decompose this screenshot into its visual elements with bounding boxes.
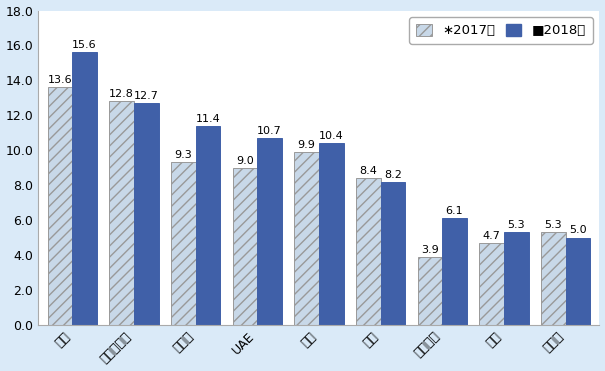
Text: 9.0: 9.0 — [236, 155, 253, 165]
Bar — [294, 152, 319, 325]
Text: 15.6: 15.6 — [72, 40, 97, 50]
Bar — [381, 182, 405, 325]
Text: 10.4: 10.4 — [319, 131, 344, 141]
Bar — [566, 237, 590, 325]
Text: 6.1: 6.1 — [446, 206, 463, 216]
Bar — [257, 138, 282, 325]
Text: 10.7: 10.7 — [257, 126, 282, 136]
Bar — [319, 143, 344, 325]
Text: 8.4: 8.4 — [359, 166, 377, 176]
Text: 9.9: 9.9 — [298, 140, 315, 150]
Text: 13.6: 13.6 — [48, 75, 72, 85]
Bar — [134, 103, 159, 325]
Text: 8.2: 8.2 — [384, 170, 402, 180]
Text: 5.0: 5.0 — [569, 226, 587, 236]
Legend: ∗2017年, ■2018年: ∗2017年, ■2018年 — [409, 17, 593, 44]
Bar — [479, 243, 504, 325]
Bar — [110, 101, 134, 325]
Text: 12.8: 12.8 — [109, 89, 134, 99]
Text: 5.3: 5.3 — [508, 220, 525, 230]
Text: 5.3: 5.3 — [544, 220, 562, 230]
Text: 12.7: 12.7 — [134, 91, 159, 101]
Bar — [195, 126, 220, 325]
Bar — [356, 178, 381, 325]
Bar — [417, 257, 442, 325]
Bar — [232, 168, 257, 325]
Text: 3.9: 3.9 — [421, 245, 439, 255]
Text: 4.7: 4.7 — [483, 231, 500, 241]
Bar — [442, 219, 467, 325]
Bar — [541, 232, 566, 325]
Bar — [48, 88, 72, 325]
Text: 9.3: 9.3 — [174, 150, 192, 160]
Bar — [72, 52, 97, 325]
Bar — [504, 232, 529, 325]
Text: 11.4: 11.4 — [195, 114, 220, 124]
Bar — [171, 162, 195, 325]
